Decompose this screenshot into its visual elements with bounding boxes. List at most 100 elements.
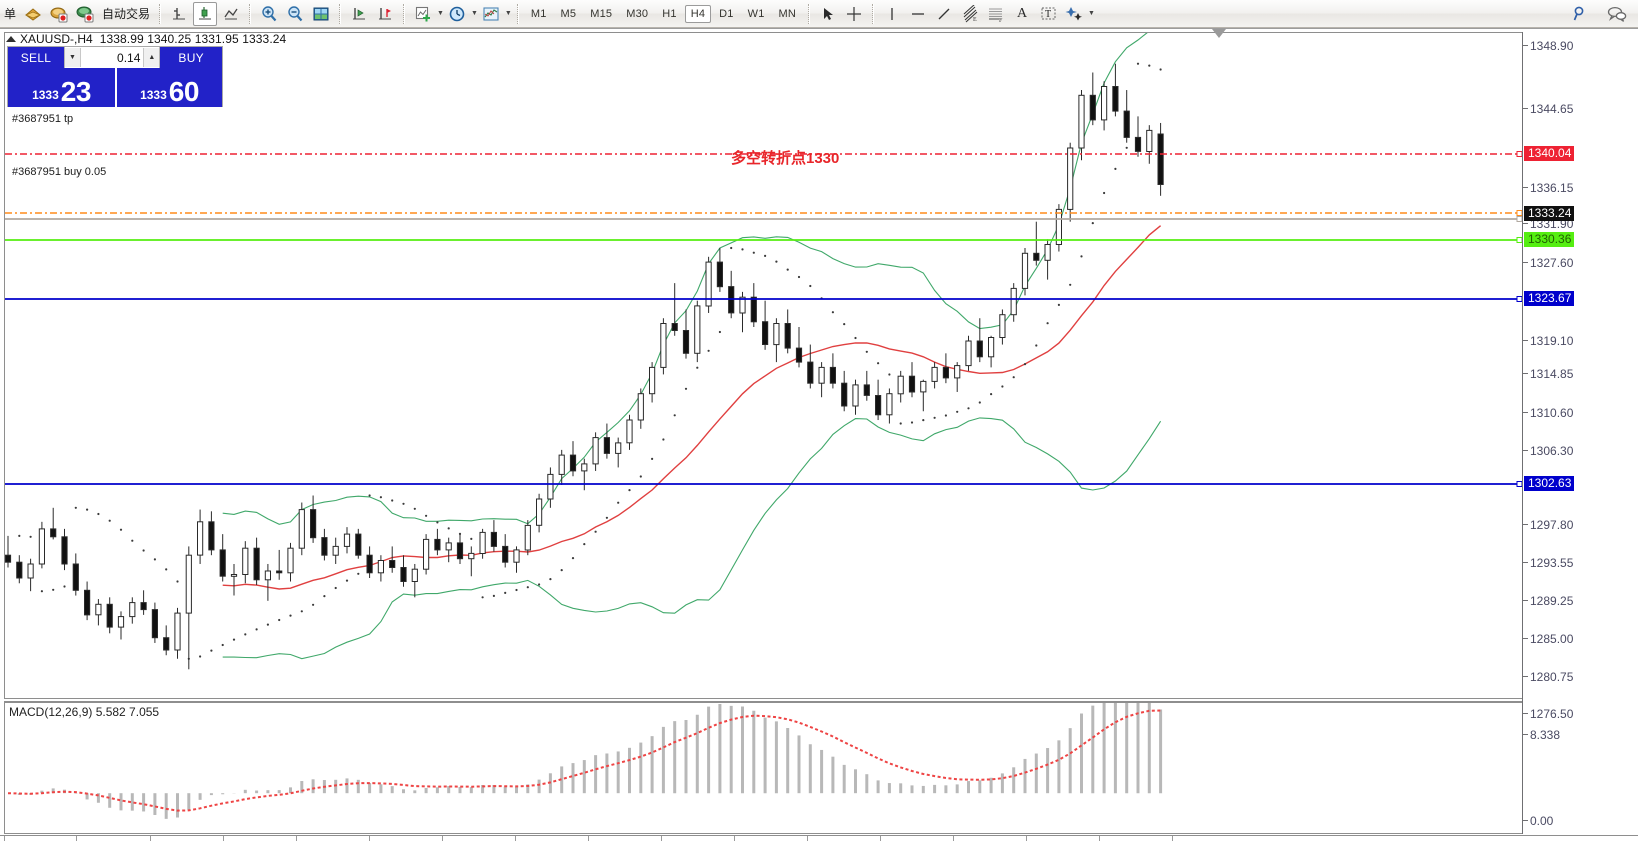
chat-icon[interactable]: [1604, 2, 1630, 26]
new-order-icon[interactable]: [21, 2, 45, 26]
tile-windows-icon[interactable]: [309, 2, 333, 26]
order-menu-label[interactable]: 单: [4, 7, 17, 21]
time-axis-tick: [4, 836, 5, 841]
symbol-name: XAUUSD-,H4: [20, 32, 93, 46]
toolbar-separator-4: [403, 3, 406, 24]
price-chart-canvas[interactable]: [5, 33, 1522, 699]
timeframe-h4[interactable]: H4: [684, 4, 712, 23]
auto-scroll-icon[interactable]: [373, 2, 397, 26]
price-axis-tick-1306-30: 1306.30: [1523, 443, 1573, 458]
cursor-icon[interactable]: [816, 2, 840, 26]
time-axis[interactable]: 7 Jan 20199 Jan 12:0011 Jan 12:0015 Jan …: [0, 835, 1638, 841]
timeframe-m1[interactable]: M1: [530, 7, 547, 20]
price-axis-tick-1293-55: 1293.55: [1523, 555, 1573, 570]
time-axis-tick: [1172, 836, 1173, 841]
add-indicator-chevron-down-icon[interactable]: ▼: [437, 10, 444, 17]
text-label-icon[interactable]: A: [1016, 5, 1028, 21]
autotrade-label[interactable]: 自动交易: [102, 7, 151, 21]
macd-indicator-label: MACD(12,26,9) 5.582 7.055: [9, 705, 160, 719]
timeframe-w1[interactable]: W1: [747, 7, 765, 20]
symbol-header: XAUUSD-,H4 1338.99 1340.25 1331.95 1333.…: [6, 32, 286, 46]
timeframe-h1[interactable]: H1: [662, 7, 677, 20]
vertical-line-icon[interactable]: [880, 2, 904, 26]
volume-field[interactable]: ▼ 0.14 ▲: [64, 47, 161, 68]
trendline-icon[interactable]: [932, 2, 956, 26]
buy-price-figure: 1333: [140, 88, 167, 102]
buy-price-pips: 60: [168, 76, 200, 107]
timeframe-mn[interactable]: MN: [778, 7, 797, 20]
time-axis-tick: [661, 836, 662, 841]
objects-icon[interactable]: [1062, 2, 1086, 26]
oct-top-row: SELL ▼ 0.14 ▲ BUY: [8, 47, 222, 68]
chart-area[interactable]: MACD(12,26,9) 5.582 7.055 #3687951 tp #3…: [0, 28, 1638, 841]
crosshair-icon[interactable]: [842, 2, 866, 26]
timeframe-m30[interactable]: M30: [626, 7, 649, 20]
sell-price[interactable]: 1333 23: [8, 68, 115, 107]
price-axis-tick-8-338: 8.338: [1523, 727, 1560, 742]
period-icon[interactable]: [445, 2, 469, 26]
time-axis-tick: [369, 836, 370, 841]
candlestick-chart-icon[interactable]: [193, 1, 218, 26]
timeframe-m5[interactable]: M5: [560, 7, 577, 20]
volume-value[interactable]: 0.14: [117, 50, 141, 65]
svg-text:F: F: [999, 18, 1003, 23]
svg-text:T: T: [1045, 9, 1051, 20]
templates-icon[interactable]: [479, 2, 503, 26]
macd-chart-canvas[interactable]: [5, 703, 1522, 834]
toolbar-separator-2: [249, 3, 252, 24]
time-axis-tick: [223, 836, 224, 841]
position-line-label[interactable]: #3687951 buy 0.05: [12, 166, 107, 178]
period-chevron-down-icon[interactable]: ▼: [470, 10, 478, 17]
time-axis-tick: [1099, 836, 1100, 841]
toolbar-separator-3: [339, 3, 342, 24]
macd-pane[interactable]: MACD(12,26,9) 5.582 7.055: [4, 701, 1522, 834]
price-axis-badge-1323-67[interactable]: 1323.67: [1524, 291, 1575, 306]
price-axis-badge-1330-36[interactable]: 1330.36: [1524, 232, 1575, 247]
price-axis-badge-1302-63[interactable]: 1302.63: [1524, 476, 1575, 491]
price-axis-tick-1319-10: 1319.10: [1523, 333, 1573, 348]
symbol-ohlc: 1338.99 1340.25 1331.95 1333.24: [99, 32, 287, 46]
autotrade-icon[interactable]: [73, 2, 97, 26]
sell-button[interactable]: SELL: [8, 47, 64, 68]
fibonacci-icon[interactable]: E: [958, 2, 982, 26]
buy-price[interactable]: 1333 60: [115, 68, 222, 107]
zoom-in-icon[interactable]: [257, 2, 281, 26]
toolbar-separator-5: [516, 3, 519, 24]
svg-text:E: E: [973, 17, 977, 23]
add-indicator-icon[interactable]: [411, 2, 435, 26]
templates-chevron-down-icon[interactable]: ▼: [504, 10, 512, 17]
zoom-out-icon[interactable]: [283, 2, 307, 26]
time-axis-tick: [588, 836, 589, 841]
price-axis-badge-1340-04[interactable]: 1340.04: [1524, 146, 1575, 161]
volume-dropdown-icon[interactable]: ▼: [65, 48, 81, 67]
objects-chevron-down-icon[interactable]: ▼: [1088, 10, 1095, 17]
collapse-triangle-icon[interactable]: [6, 36, 16, 42]
buy-button[interactable]: BUY: [160, 47, 222, 68]
line-chart-icon[interactable]: [219, 2, 243, 26]
tp-line-label[interactable]: #3687951 tp: [12, 113, 74, 125]
time-axis-tick: [150, 836, 151, 841]
price-axis-tick-1327-60: 1327.60: [1523, 255, 1573, 270]
shift-chart-icon[interactable]: [347, 2, 371, 26]
price-axis-badge-1333-24[interactable]: 1333.24: [1524, 206, 1575, 221]
timeframe-m15[interactable]: M15: [590, 7, 613, 20]
horizontal-line-icon[interactable]: [906, 2, 930, 26]
toolbar-separator-7: [872, 3, 875, 24]
text-box-icon[interactable]: T: [1036, 2, 1060, 26]
price-axis[interactable]: 1348.90 1344.65 1336.15 1331.90 1327.60 1319.…: [1522, 32, 1638, 834]
volume-stepper-up-icon[interactable]: ▲: [143, 48, 160, 67]
one-click-trading-panel[interactable]: SELL ▼ 0.14 ▲ BUY 1333 23 1333 60: [7, 46, 223, 107]
price-axis-tick-1348-90: 1348.90: [1523, 38, 1573, 53]
chart-annotation-text[interactable]: 多空转折点1330: [731, 150, 840, 167]
price-axis-tick-1285-00: 1285.00: [1523, 631, 1573, 646]
price-pane[interactable]: [4, 32, 1522, 699]
chart-top-marker-icon: [1212, 29, 1226, 38]
equidistant-channel-icon[interactable]: F: [984, 2, 1008, 26]
bar-chart-icon[interactable]: [167, 2, 191, 26]
toolbar-separator: [159, 3, 162, 24]
price-axis-tick-1310-60: 1310.60: [1523, 405, 1573, 420]
time-axis-tick: [515, 836, 516, 841]
timeframe-d1[interactable]: D1: [719, 7, 734, 20]
search-icon[interactable]: [1569, 2, 1593, 26]
profile-icon[interactable]: [47, 2, 71, 26]
